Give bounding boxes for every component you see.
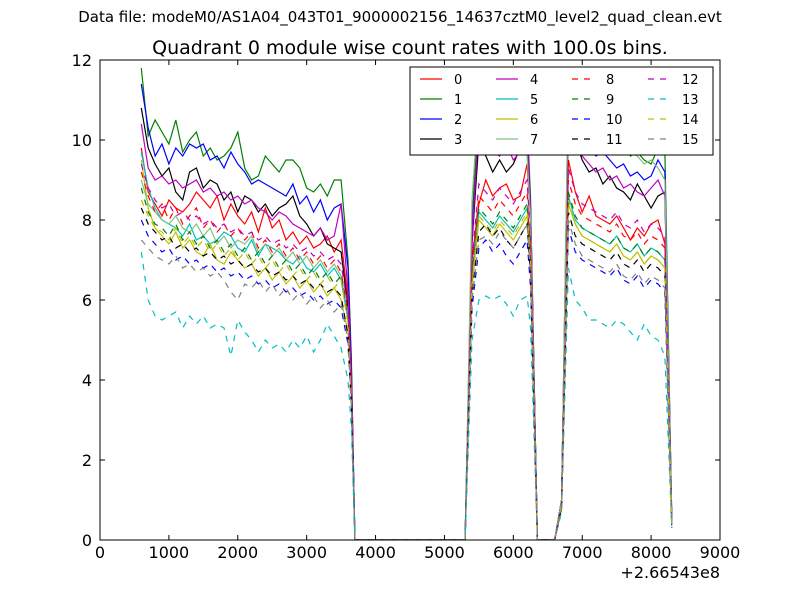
legend-label-5: 5 (530, 93, 538, 108)
y-tick-label: 2 (82, 451, 92, 470)
x-tick-label: 3000 (286, 543, 327, 562)
series-line-3 (140, 107, 673, 540)
series-line-12 (140, 163, 673, 540)
x-tick-label: 2000 (217, 543, 258, 562)
legend-label-3: 3 (454, 133, 462, 148)
x-tick-label: 0 (95, 543, 105, 562)
figure-suptitle: Data file: modeM0/AS1A04_043T01_90000021… (78, 8, 722, 26)
x-tick-label: 1000 (149, 543, 190, 562)
chart-title: Quadrant 0 module wise count rates with … (152, 37, 668, 59)
series-line-15 (140, 219, 673, 540)
x-tick-label: 4000 (355, 543, 396, 562)
series-line-0 (140, 147, 673, 540)
x-tick-label: 7000 (562, 543, 603, 562)
series-line-8 (140, 171, 673, 540)
y-tick-label: 12 (72, 51, 92, 70)
series-line-10 (140, 219, 673, 540)
y-tick-label: 8 (82, 211, 92, 230)
x-axis-offset-label: +2.66543e8 (620, 563, 720, 582)
legend-label-15: 15 (682, 133, 699, 148)
series-line-6 (140, 159, 673, 540)
legend-label-2: 2 (454, 113, 462, 128)
legend-box (409, 66, 714, 156)
legend-label-7: 7 (530, 133, 538, 148)
legend-label-9: 9 (606, 93, 614, 108)
axes: 0 1000 2000 3000 4000 5000 6000 7000 8000 9000 0 2 4… (72, 51, 741, 562)
legend-label-8: 8 (606, 73, 614, 88)
x-tick-label: 8000 (631, 543, 672, 562)
series-line-13 (140, 251, 673, 540)
legend-label-13: 13 (682, 93, 699, 108)
legend-label-0: 0 (454, 73, 462, 88)
x-tick-label: 5000 (424, 543, 465, 562)
series-line-11 (140, 207, 673, 540)
plot-area (140, 67, 673, 540)
series-line-14 (140, 199, 673, 540)
legend-label-6: 6 (530, 113, 538, 128)
legend-label-4: 4 (530, 73, 538, 88)
legend-label-10: 10 (606, 113, 623, 128)
series-line-4 (140, 103, 673, 540)
y-tick-label: 10 (72, 131, 92, 150)
y-tick-label: 4 (82, 371, 92, 390)
legend-label-14: 14 (682, 113, 699, 128)
legend-label-11: 11 (606, 133, 623, 148)
series-line-9 (140, 187, 673, 540)
x-tick-label: 6000 (493, 543, 534, 562)
legend-label-12: 12 (682, 73, 699, 88)
x-tick-label: 9000 (700, 543, 741, 562)
y-tick-label: 6 (82, 291, 92, 310)
y-tick-label: 0 (82, 531, 92, 550)
legend-label-1: 1 (454, 93, 462, 108)
